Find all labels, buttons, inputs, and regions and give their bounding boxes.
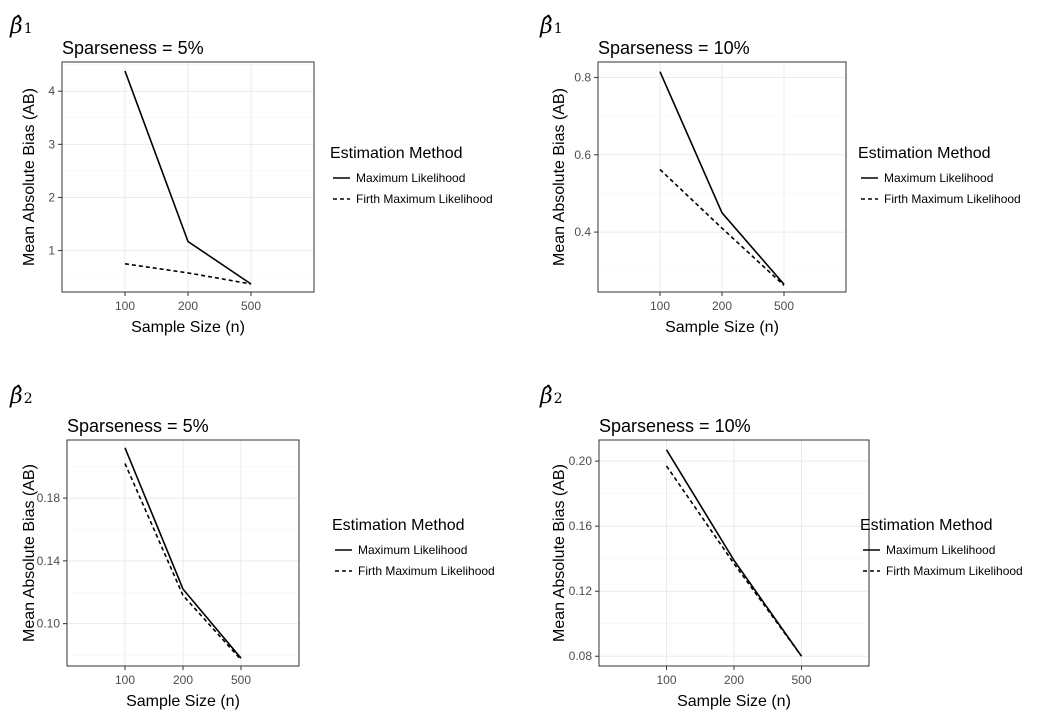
beta-symbol: β̂ xyxy=(539,14,553,39)
x-tick-label: 200 xyxy=(173,673,193,687)
chart-title: Sparseness = 5% xyxy=(67,416,209,436)
x-tick-label: 500 xyxy=(791,673,811,687)
beta-subscript: 2 xyxy=(24,391,33,407)
x-tick-label: 100 xyxy=(650,299,670,313)
beta-label: β̂1 xyxy=(9,14,33,39)
y-tick-label: 0.12 xyxy=(569,584,593,598)
legend-title: Estimation Method xyxy=(332,517,465,534)
legend-label: Firth Maximum Likelihood xyxy=(884,192,1021,206)
x-tick-label: 100 xyxy=(115,673,135,687)
y-axis-title: Mean Absolute Bias (AB) xyxy=(21,464,38,642)
y-tick-label: 0.18 xyxy=(37,491,61,505)
y-tick-label: 0.4 xyxy=(574,225,591,239)
x-tick-label: 200 xyxy=(178,299,198,313)
x-axis-title: Sample Size (n) xyxy=(131,319,245,336)
x-tick-label: 100 xyxy=(115,299,135,313)
legend-label: Maximum Likelihood xyxy=(356,171,465,185)
legend-title: Estimation Method xyxy=(330,145,463,162)
x-tick-label: 200 xyxy=(724,673,744,687)
chart-panel-beta1-10pct: β̂1 Sparseness = 10% 0.4 0.6 0.8 100 200 500 Sam… xyxy=(530,0,1043,356)
y-tick-label: 3 xyxy=(48,137,55,151)
y-axis-title: Mean Absolute Bias (AB) xyxy=(551,88,568,266)
y-tick-label: 0.10 xyxy=(37,617,61,631)
chart-svg: β̂2 Sparseness = 5% 0.10 0.14 0.18 100 200 500 S… xyxy=(0,370,520,726)
beta-subscript: 1 xyxy=(24,21,33,37)
beta-subscript: 1 xyxy=(554,21,563,37)
x-axis-title: Sample Size (n) xyxy=(665,319,779,336)
legend-title: Estimation Method xyxy=(858,145,991,162)
beta-label: β̂1 xyxy=(539,14,563,39)
y-tick-label: 0.8 xyxy=(574,70,591,84)
beta-symbol: β̂ xyxy=(9,384,23,409)
chart-title: Sparseness = 5% xyxy=(62,38,204,58)
x-tick-label: 500 xyxy=(231,673,251,687)
beta-symbol: β̂ xyxy=(539,384,553,409)
legend-label: Maximum Likelihood xyxy=(886,543,995,557)
chart-svg: β̂1 Sparseness = 10% 0.4 0.6 0.8 100 200 500 Sam… xyxy=(530,0,1043,356)
y-axis-title: Mean Absolute Bias (AB) xyxy=(551,464,568,642)
x-tick-label: 500 xyxy=(241,299,261,313)
chart-svg: β̂2 Sparseness = 10% 0.08 0.12 0.16 0.20 100 20… xyxy=(530,370,1043,726)
legend-label: Maximum Likelihood xyxy=(358,543,467,557)
chart-title: Sparseness = 10% xyxy=(599,416,751,436)
x-axis-title: Sample Size (n) xyxy=(126,693,240,710)
chart-panel-beta2-10pct: β̂2 Sparseness = 10% 0.08 0.12 0.16 0.20 100 20… xyxy=(530,370,1043,726)
chart-title: Sparseness = 10% xyxy=(598,38,750,58)
x-tick-label: 500 xyxy=(774,299,794,313)
y-axis-title: Mean Absolute Bias (AB) xyxy=(21,88,38,266)
x-axis-title: Sample Size (n) xyxy=(677,693,791,710)
y-tick-label: 0.6 xyxy=(574,148,591,162)
beta-label: β̂2 xyxy=(539,384,563,409)
chart-panel-beta2-5pct: β̂2 Sparseness = 5% 0.10 0.14 0.18 100 200 500 S… xyxy=(0,370,520,726)
x-tick-label: 100 xyxy=(656,673,676,687)
x-tick-label: 200 xyxy=(712,299,732,313)
legend-label: Firth Maximum Likelihood xyxy=(886,564,1023,578)
legend-title: Estimation Method xyxy=(860,517,993,534)
beta-subscript: 2 xyxy=(554,391,563,407)
y-tick-label: 1 xyxy=(48,244,55,258)
y-tick-label: 0.20 xyxy=(569,454,593,468)
y-tick-label: 0.14 xyxy=(37,554,61,568)
beta-label: β̂2 xyxy=(9,384,33,409)
legend-label: Maximum Likelihood xyxy=(884,171,993,185)
y-tick-label: 0.16 xyxy=(569,519,593,533)
beta-symbol: β̂ xyxy=(9,14,23,39)
y-tick-label: 0.08 xyxy=(569,649,593,663)
y-tick-label: 2 xyxy=(48,190,55,204)
legend-label: Firth Maximum Likelihood xyxy=(358,564,495,578)
legend-label: Firth Maximum Likelihood xyxy=(356,192,493,206)
y-tick-label: 4 xyxy=(48,84,55,98)
